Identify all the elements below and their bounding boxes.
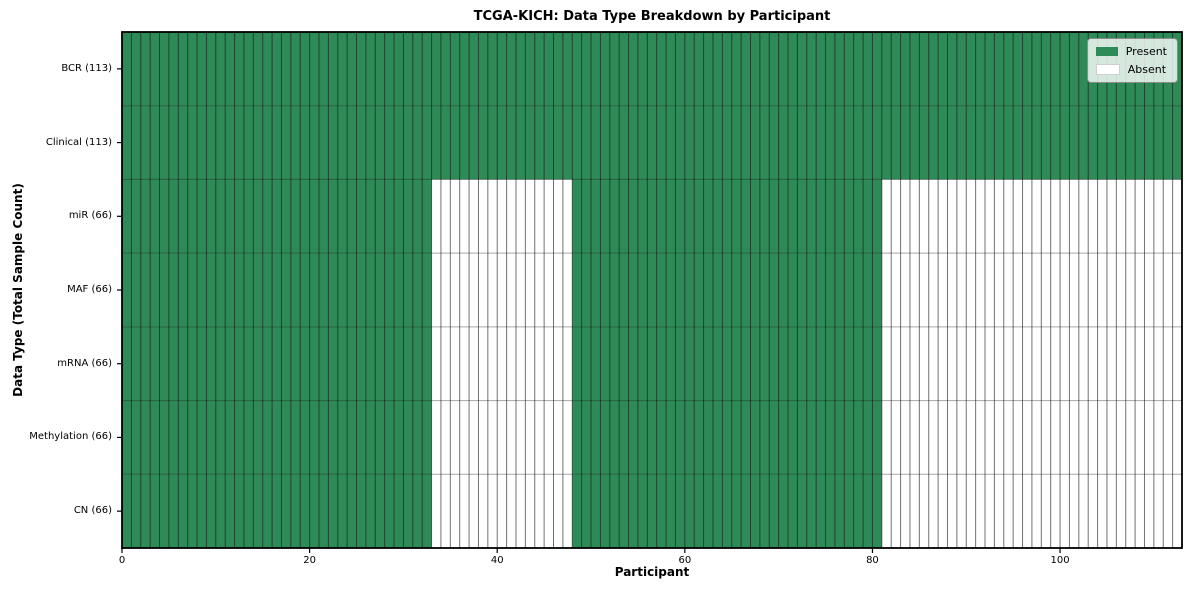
legend-item-present: Present xyxy=(1095,45,1167,58)
y-tick-label: BCR (113) xyxy=(61,62,112,74)
y-tick-label: Clinical (113) xyxy=(45,136,112,148)
chart-title: TCGA-KICH: Data Type Breakdown by Partic… xyxy=(473,9,831,24)
legend: Present Absent xyxy=(1086,38,1178,83)
x-axis-label: Participant xyxy=(614,565,690,579)
y-tick-label: Methylation (66) xyxy=(29,431,112,443)
legend-item-absent: Absent xyxy=(1095,63,1167,76)
y-tick-label: mRNA (66) xyxy=(57,357,112,369)
x-tick-label: 100 xyxy=(1050,555,1070,566)
x-tick-label: 20 xyxy=(303,555,316,566)
y-tick-label: CN (66) xyxy=(73,505,112,517)
x-tick-label: 0 xyxy=(118,555,126,566)
x-tick-label: 60 xyxy=(678,555,692,566)
present-swatch xyxy=(1095,47,1118,56)
legend-label-present: Present xyxy=(1125,45,1167,58)
y-tick-label: miR (66) xyxy=(68,210,112,222)
legend-label-absent: Absent xyxy=(1127,63,1167,76)
x-tick-label: 80 xyxy=(866,555,879,566)
absent-swatch xyxy=(1095,64,1120,75)
x-tick-label: 40 xyxy=(490,555,504,566)
y-tick-label: MAF (66) xyxy=(67,284,112,295)
